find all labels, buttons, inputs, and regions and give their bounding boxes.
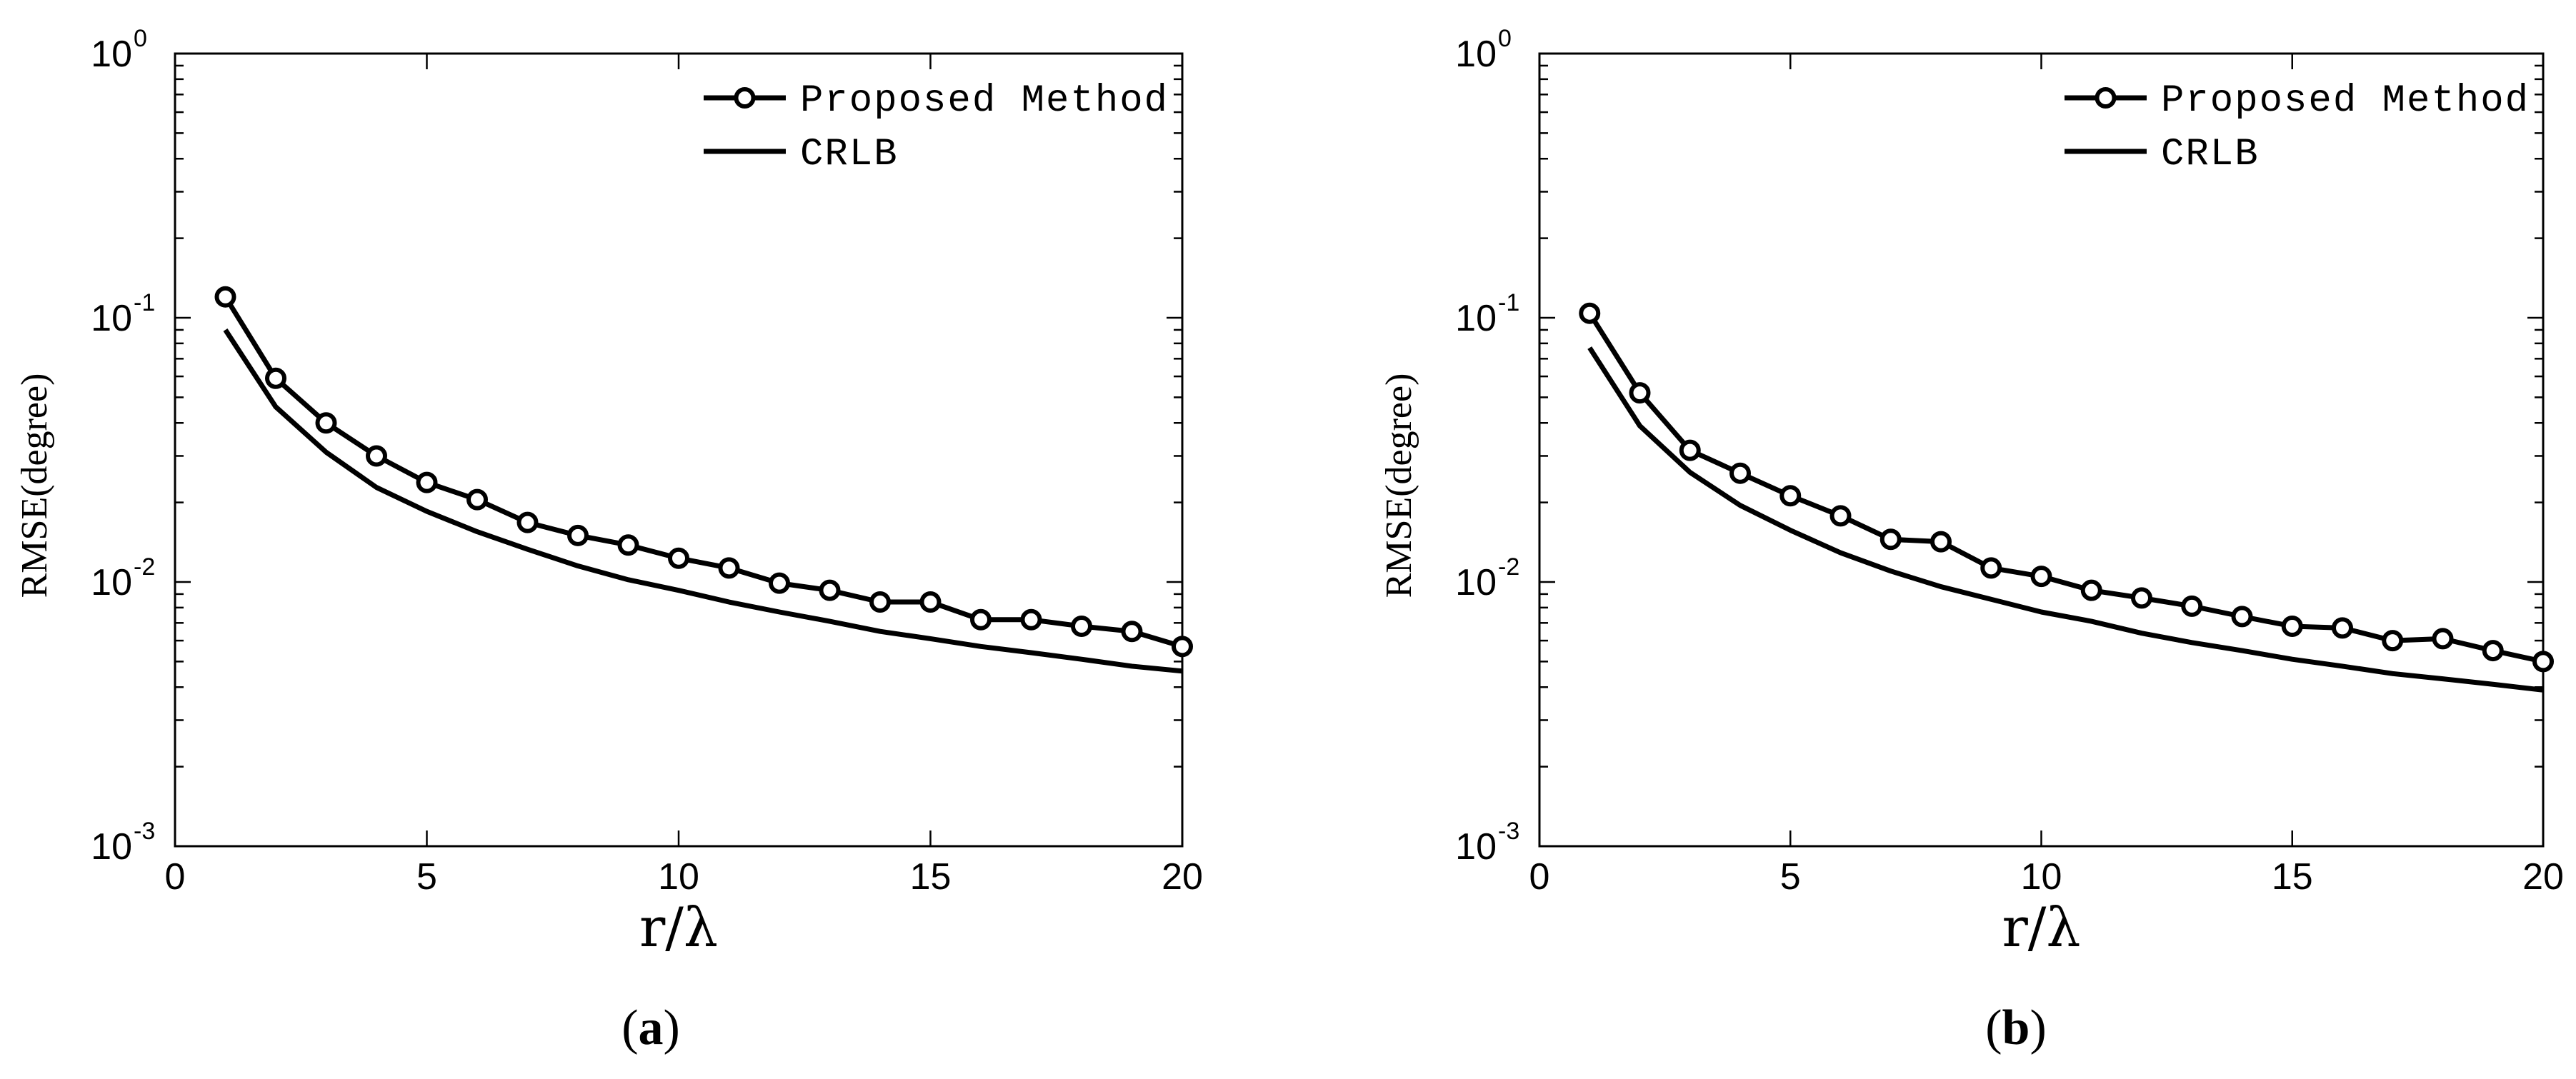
data-point-proposed-method bbox=[2231, 606, 2253, 628]
x-tick-label: 0 bbox=[165, 856, 186, 898]
y-tick-label: 10 bbox=[1455, 562, 1497, 603]
series-line-crlb bbox=[1587, 346, 2544, 693]
y-tick-label: 10 bbox=[1455, 298, 1497, 339]
y-tick-label: 10 bbox=[91, 562, 132, 603]
data-point-proposed-method bbox=[1779, 485, 1802, 507]
data-point-proposed-method bbox=[1121, 621, 1143, 643]
y-axis-label: RMSE(degree) bbox=[1379, 373, 1419, 598]
chart-panel-a: 10-310-210-110 00 5 10 15 20r/λRMSE(degree)Pr… bbox=[14, 25, 1203, 1055]
x-tick-label: 20 bbox=[1162, 856, 1203, 898]
data-point-proposed-method bbox=[2030, 566, 2052, 588]
data-point-proposed-method bbox=[466, 488, 488, 511]
data-point-proposed-method bbox=[2080, 579, 2102, 601]
chart-panel-b: 10-310-210-110 00 5 10 15 20r/λRMSE(degree)Pr… bbox=[1379, 25, 2564, 1055]
data-point-proposed-method bbox=[769, 572, 790, 594]
x-tick-label: 5 bbox=[416, 856, 437, 898]
legend-label-crlb: CRLB bbox=[800, 133, 899, 176]
data-point-proposed-method bbox=[2281, 615, 2303, 637]
panel-caption: (b) bbox=[1985, 1000, 2047, 1055]
y-axis-label: RMSE(degree) bbox=[14, 373, 55, 598]
legend-label-proposed-method: Proposed Method bbox=[800, 79, 1169, 123]
data-point-proposed-method bbox=[2382, 630, 2404, 652]
caption-letter: b bbox=[2002, 1000, 2030, 1055]
x-tick-label: 15 bbox=[910, 856, 952, 898]
data-point-proposed-method bbox=[2131, 587, 2152, 609]
legend-marker-proposed-method bbox=[2095, 87, 2117, 109]
x-tick-label: 5 bbox=[1780, 856, 1801, 898]
legend-marker-proposed-method bbox=[734, 87, 756, 109]
x-axis-label: r/λ bbox=[639, 895, 718, 959]
data-point-proposed-method bbox=[970, 608, 992, 631]
x-tick-label: 0 bbox=[1529, 856, 1550, 898]
caption-letter: a bbox=[639, 1000, 664, 1055]
x-tick-label: 20 bbox=[2522, 856, 2564, 898]
caption-open-paren: ( bbox=[621, 1000, 638, 1055]
data-point-proposed-method bbox=[1930, 531, 1952, 553]
data-point-proposed-method bbox=[718, 557, 740, 579]
data-point-proposed-method bbox=[2332, 617, 2353, 639]
data-point-proposed-method bbox=[315, 412, 337, 434]
legend-label-proposed-method: Proposed Method bbox=[2161, 79, 2530, 123]
y-tick-label: 10 bbox=[91, 298, 132, 339]
caption-open-paren: ( bbox=[1985, 1000, 2002, 1055]
data-point-proposed-method bbox=[366, 445, 387, 467]
data-point-proposed-method bbox=[1071, 615, 1092, 637]
y-tick-exponent: -2 bbox=[1498, 553, 1519, 581]
data-point-proposed-method bbox=[567, 524, 589, 546]
data-point-proposed-method bbox=[2181, 595, 2203, 617]
y-tick-exponent: -2 bbox=[134, 553, 155, 581]
caption-close-paren: ) bbox=[2030, 1000, 2046, 1055]
data-point-proposed-method bbox=[1172, 636, 1193, 658]
data-point-proposed-method bbox=[1729, 462, 1751, 484]
data-point-proposed-method bbox=[819, 579, 841, 601]
x-tick-label: 10 bbox=[2021, 856, 2062, 898]
caption-close-paren: ) bbox=[664, 1000, 680, 1055]
y-tick-exponent: 0 bbox=[1498, 25, 1512, 52]
data-point-proposed-method bbox=[214, 286, 236, 308]
data-point-proposed-method bbox=[265, 367, 286, 389]
data-point-proposed-method bbox=[617, 534, 639, 556]
data-point-proposed-method bbox=[1579, 302, 1601, 324]
y-tick-label: 10 bbox=[1455, 826, 1497, 868]
x-tick-label: 10 bbox=[658, 856, 699, 898]
data-point-proposed-method bbox=[1879, 528, 1902, 551]
data-point-proposed-method bbox=[668, 547, 689, 569]
series-line-proposed-method bbox=[1587, 311, 2544, 664]
data-point-proposed-method bbox=[919, 591, 942, 613]
data-point-proposed-method bbox=[1980, 557, 2002, 579]
y-tick-label: 10 bbox=[91, 34, 132, 75]
panel-caption: (a) bbox=[621, 1000, 680, 1055]
x-tick-label: 15 bbox=[2272, 856, 2313, 898]
x-axis-label: r/λ bbox=[2002, 895, 2080, 959]
y-tick-exponent: -1 bbox=[134, 289, 155, 316]
y-tick-exponent: -3 bbox=[134, 818, 155, 845]
y-tick-label: 10 bbox=[91, 826, 132, 868]
y-tick-label: 10 bbox=[1455, 34, 1497, 75]
series-line-crlb bbox=[223, 328, 1183, 674]
data-point-proposed-method bbox=[1829, 505, 1852, 527]
data-point-proposed-method bbox=[2432, 628, 2454, 650]
data-point-proposed-method bbox=[1020, 608, 1042, 631]
legend-label-crlb: CRLB bbox=[2161, 133, 2260, 176]
y-tick-exponent: 0 bbox=[134, 25, 147, 52]
data-point-proposed-method bbox=[2532, 651, 2554, 673]
data-point-proposed-method bbox=[1679, 439, 1701, 461]
data-point-proposed-method bbox=[2482, 640, 2504, 662]
data-point-proposed-method bbox=[869, 591, 891, 613]
data-point-proposed-method bbox=[1629, 382, 1651, 404]
y-tick-exponent: -1 bbox=[1498, 289, 1519, 316]
data-point-proposed-method bbox=[516, 511, 539, 533]
y-tick-exponent: -3 bbox=[1498, 818, 1519, 845]
data-point-proposed-method bbox=[416, 471, 438, 493]
